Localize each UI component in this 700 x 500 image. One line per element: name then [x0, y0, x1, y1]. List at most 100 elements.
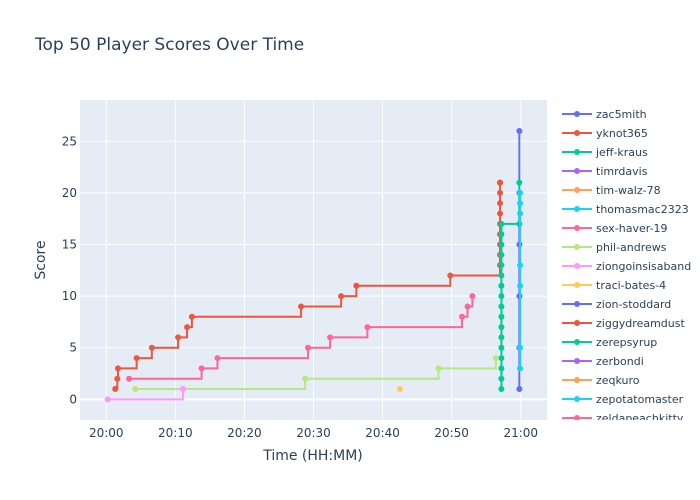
data-point-jeff-kraus[interactable] [498, 272, 505, 279]
data-point-jeff-kraus[interactable] [498, 386, 505, 393]
data-point-jeff-kraus[interactable] [498, 303, 505, 310]
data-point-yknot365[interactable] [497, 179, 504, 186]
data-point-jeff-kraus[interactable] [498, 251, 505, 258]
legend-item-zerepsyrup[interactable]: zerepsyrup [562, 336, 657, 349]
chart-title: Top 50 Player Scores Over Time [34, 35, 304, 55]
data-point-yknot365[interactable] [188, 313, 195, 320]
data-point-yknot365[interactable] [497, 189, 504, 196]
data-point-sex-haver-19[interactable] [464, 303, 471, 310]
data-point-yknot365[interactable] [133, 355, 140, 362]
legend-marker [574, 301, 580, 307]
legend-marker [574, 187, 580, 193]
data-point-phil-andrews[interactable] [132, 386, 139, 393]
legend-marker [574, 339, 580, 345]
data-point-phil-andrews[interactable] [302, 375, 309, 382]
data-point-thomasmac2323[interactable] [517, 210, 524, 217]
data-point-yknot365[interactable] [353, 282, 360, 289]
series-line-ziongoinsisaband [107, 389, 184, 401]
legend-item-jeff-kraus[interactable]: jeff-kraus [562, 146, 648, 159]
legend-item-zion-stoddard[interactable]: zion-stoddard [562, 298, 671, 311]
data-point-jeff-kraus[interactable] [498, 365, 505, 372]
data-point-yknot365[interactable] [338, 293, 345, 300]
data-point-sex-haver-19[interactable] [126, 375, 133, 382]
y-axis-ticks: 0 5 10 15 20 25 [62, 134, 77, 406]
data-point-thomasmac2323[interactable] [517, 344, 524, 351]
data-point-sex-haver-19[interactable] [364, 324, 371, 331]
x-tick-label: 21:00 [503, 426, 538, 440]
legend-label: traci-bates-4 [596, 279, 666, 292]
legend-item-zeqkuro[interactable]: zeqkuro [562, 374, 640, 387]
data-point-yknot365[interactable] [497, 200, 504, 207]
data-point-sex-haver-19[interactable] [469, 293, 476, 300]
data-point-thomasmac2323[interactable] [517, 200, 524, 207]
x-tick-label: 20:50 [434, 426, 469, 440]
data-point-yknot365[interactable] [298, 303, 305, 310]
legend-label: zerbondi [596, 355, 644, 368]
data-point-jeff-kraus[interactable] [498, 241, 505, 248]
data-point-phil-andrews[interactable] [435, 365, 442, 372]
legend-item-timrdavis[interactable]: timrdavis [562, 165, 648, 178]
data-point-zac5mith[interactable] [516, 386, 523, 393]
legend-marker [574, 244, 580, 250]
legend-item-phil-andrews[interactable]: phil-andrews [562, 241, 667, 254]
series-thomasmac2323 [517, 189, 524, 372]
data-point-sex-haver-19[interactable] [327, 334, 334, 341]
data-point-jeff-kraus[interactable] [498, 313, 505, 320]
data-point-jeff-kraus[interactable] [498, 262, 505, 269]
data-point-yknot365[interactable] [148, 344, 155, 351]
data-point-jeff-kraus[interactable] [498, 324, 505, 331]
data-point-yknot365[interactable] [497, 210, 504, 217]
data-point-yknot365[interactable] [114, 375, 121, 382]
data-point-sex-haver-19[interactable] [198, 365, 205, 372]
data-point-sex-haver-19[interactable] [304, 344, 311, 351]
legend-item-tim-walz-78[interactable]: tim-walz-78 [562, 184, 661, 197]
data-point-thomasmac2323[interactable] [517, 189, 524, 196]
data-point-thomasmac2323[interactable] [517, 365, 524, 372]
legend-item-ziongoinsisaband[interactable]: ziongoinsisaband [562, 260, 691, 273]
legend-item-thomasmac2323[interactable]: thomasmac2323 [562, 203, 689, 216]
data-point-jeff-kraus[interactable] [498, 220, 505, 227]
legend-marker [574, 320, 580, 326]
data-point-yknot365[interactable] [114, 365, 121, 372]
data-point-jeff-kraus[interactable] [516, 179, 523, 186]
data-point-thomasmac2323[interactable] [517, 282, 524, 289]
data-point-sex-haver-19[interactable] [214, 355, 221, 362]
data-point-jeff-kraus[interactable] [498, 375, 505, 382]
data-point-jeff-kraus[interactable] [498, 293, 505, 300]
legend-marker [574, 149, 580, 155]
data-point-jeff-kraus[interactable] [498, 231, 505, 238]
legend-marker [574, 263, 580, 269]
data-point-yknot365[interactable] [112, 386, 119, 393]
data-point-yknot365[interactable] [175, 334, 182, 341]
y-tick-label: 0 [69, 392, 77, 406]
data-point-jeff-kraus[interactable] [498, 334, 505, 341]
data-point-yknot365[interactable] [184, 324, 191, 331]
legend-label: jeff-kraus [595, 146, 648, 159]
legend-item-yknot365[interactable]: yknot365 [562, 127, 648, 140]
legend-item-zac5mith[interactable]: zac5mith [562, 108, 647, 121]
data-point-thomasmac2323[interactable] [517, 262, 524, 269]
y-tick-label: 25 [62, 134, 77, 148]
legend-label: zeqkuro [596, 374, 640, 387]
data-point-zac5mith[interactable] [516, 127, 523, 134]
legend-item-zepotatomaster[interactable]: zepotatomaster [562, 393, 684, 406]
data-point-jeff-kraus[interactable] [498, 344, 505, 351]
legend-item-sex-haver-19[interactable]: sex-haver-19 [562, 222, 668, 235]
data-point-jeff-kraus[interactable] [498, 355, 505, 362]
legend-item-traci-bates-4[interactable]: traci-bates-4 [562, 279, 666, 292]
legend[interactable]: zac5mith yknot365 jeff-kraus timrdavis tim-w… [562, 108, 691, 425]
legend-item-ziggydreamdust[interactable]: ziggydreamdust [562, 317, 685, 330]
data-point-traci-bates-4[interactable] [396, 386, 403, 393]
legend-item-zerbondi[interactable]: zerbondi [562, 355, 644, 368]
data-point-yknot365[interactable] [447, 272, 454, 279]
data-point-ziongoinsisaband[interactable] [179, 386, 186, 393]
legend-marker [574, 130, 580, 136]
data-point-phil-andrews[interactable] [492, 355, 499, 362]
data-point-ziongoinsisaband[interactable] [104, 396, 111, 403]
series-phil-andrews [132, 355, 499, 393]
data-point-jeff-kraus[interactable] [498, 282, 505, 289]
legend-item-zeldapeachkitty[interactable]: zeldapeachkitty [562, 412, 684, 425]
legend-label: ziongoinsisaband [596, 260, 691, 273]
data-point-sex-haver-19[interactable] [459, 313, 466, 320]
legend-label: phil-andrews [596, 241, 667, 254]
